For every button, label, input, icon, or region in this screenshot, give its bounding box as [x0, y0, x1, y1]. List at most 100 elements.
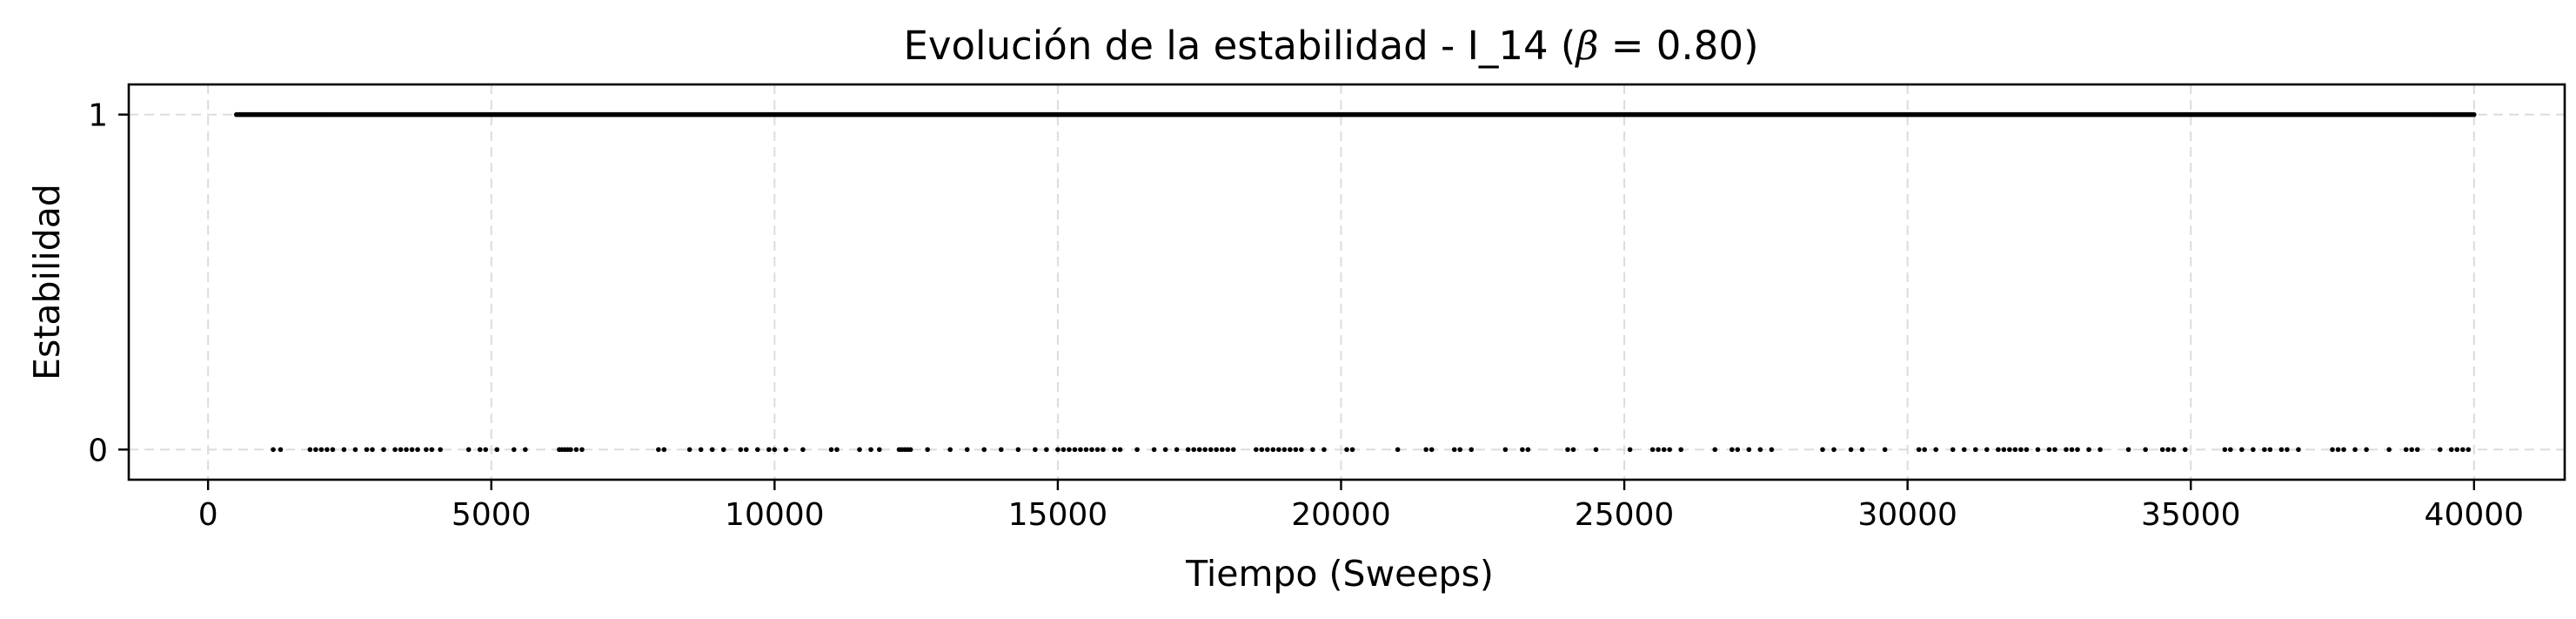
series-0-point-100: [1349, 447, 1355, 453]
series-0-point-128: [1859, 447, 1865, 453]
series-0-point-178: [2459, 447, 2466, 453]
series-0-point-142: [2024, 447, 2030, 453]
series-0-point-115: [1656, 447, 1661, 453]
x-tick-label-7: 35000: [2141, 497, 2241, 533]
series-0-point-127: [1848, 447, 1854, 453]
series-0-point-140: [2012, 447, 2018, 453]
series-0-point-107: [1502, 447, 1509, 453]
series-0-point-170: [2364, 447, 2369, 453]
series-0-point-160: [2251, 447, 2256, 453]
series-0-point-175: [2437, 447, 2443, 453]
series-0-point-157: [2222, 447, 2228, 453]
series-0-point-158: [2228, 447, 2233, 453]
x-tick-label-8: 40000: [2425, 497, 2525, 533]
series-0-point-3: [313, 447, 318, 453]
series-0-point-93: [1281, 447, 1288, 453]
series-0-point-13: [398, 447, 404, 453]
chart-title-prefix: Evolución de la estabilidad - I_14 (: [903, 23, 1576, 69]
series-0-point-49: [868, 447, 873, 453]
series-0-point-135: [1972, 447, 1978, 453]
series-0-point-5: [325, 447, 330, 453]
series-0-point-179: [2466, 447, 2472, 453]
series-0-point-112: [1593, 447, 1599, 453]
series-0-point-78: [1174, 447, 1180, 453]
series-0-point-110: [1565, 447, 1570, 453]
series-0-point-58: [964, 447, 970, 453]
chart-title: Evolución de la estabilidad - I_14 (β = …: [903, 23, 1758, 69]
series-0-point-103: [1429, 447, 1435, 453]
series-0-point-71: [1094, 447, 1101, 453]
series-0-point-132: [1933, 447, 1939, 453]
series-0-point-106: [1469, 447, 1475, 453]
series-0-point-17: [424, 447, 429, 453]
y-tick-label-0: 0: [88, 433, 108, 468]
grid-layer: [129, 84, 2565, 480]
series-0-point-64: [1055, 447, 1061, 453]
series-0-point-55: [907, 447, 913, 453]
series-0-point-63: [1044, 447, 1049, 453]
series-0-point-2: [307, 447, 313, 453]
x-tick-label-5: 25000: [1575, 497, 1675, 533]
series-0-point-118: [1678, 447, 1683, 453]
series-0-point-7: [341, 447, 347, 453]
series-0-point-77: [1162, 447, 1168, 453]
series-0-point-139: [2007, 447, 2012, 453]
series-0-point-114: [1649, 447, 1656, 453]
x-tick-label-2: 10000: [725, 497, 825, 533]
series-0-point-48: [857, 447, 862, 453]
series-0-point-33: [656, 447, 661, 453]
series-0-point-176: [2448, 447, 2454, 453]
series-0-point-141: [2018, 447, 2024, 453]
series-0-point-124: [1769, 447, 1775, 453]
series-0-point-153: [2159, 447, 2165, 453]
series-0-point-172: [2403, 447, 2409, 453]
series-0-point-92: [1276, 447, 1281, 453]
series-0-point-168: [2341, 447, 2346, 453]
series-0-point-23: [494, 447, 500, 453]
series-0-point-62: [1033, 447, 1038, 453]
series-0-point-111: [1570, 447, 1576, 453]
series-0-point-34: [661, 447, 667, 453]
series-0-point-177: [2454, 447, 2460, 453]
series-0-point-174: [2414, 447, 2420, 453]
series-0-point-41: [754, 447, 760, 453]
series-0-point-146: [2064, 447, 2069, 453]
series-0-point-104: [1451, 447, 1457, 453]
series-0-point-1: [278, 447, 284, 453]
series-0-point-84: [1214, 447, 1220, 453]
chart-title-suffix: ): [1743, 23, 1759, 69]
series-0-point-89: [1259, 447, 1265, 453]
series-0-point-22: [483, 447, 489, 453]
data-layer: [233, 111, 2477, 453]
series-0-point-85: [1219, 447, 1225, 453]
series-0-point-173: [2409, 447, 2414, 453]
series-0-point-145: [2052, 447, 2057, 453]
series-0-point-67: [1072, 447, 1078, 453]
series-0-point-121: [1735, 447, 1741, 453]
series-0-point-69: [1083, 447, 1089, 453]
series-0-point-8: [352, 447, 358, 453]
series-0-point-81: [1196, 447, 1202, 453]
series-0-point-101: [1395, 447, 1401, 453]
series-0-point-66: [1067, 447, 1072, 453]
series-0-point-44: [783, 447, 789, 453]
series-0-point-150: [2098, 447, 2103, 453]
series-0-point-152: [2143, 447, 2148, 453]
series-0-point-99: [1344, 447, 1349, 453]
series-0-point-19: [438, 447, 443, 453]
series-0-point-14: [404, 447, 409, 453]
x-tick-label-4: 20000: [1291, 497, 1391, 533]
series-0-point-38: [720, 447, 726, 453]
series-0-point-97: [1310, 447, 1315, 453]
series-0-point-20: [465, 447, 472, 453]
series-0-point-164: [2285, 447, 2290, 453]
series-0-point-31: [573, 447, 579, 453]
series-0-point-134: [1961, 447, 1967, 453]
series-0-point-116: [1661, 447, 1667, 453]
series-0-point-61: [1015, 447, 1021, 453]
series-0-point-46: [828, 447, 834, 453]
series-0-point-151: [2125, 447, 2131, 453]
series-0-point-125: [1820, 447, 1825, 453]
series-0-point-123: [1757, 447, 1763, 453]
series-0-point-88: [1254, 447, 1259, 453]
